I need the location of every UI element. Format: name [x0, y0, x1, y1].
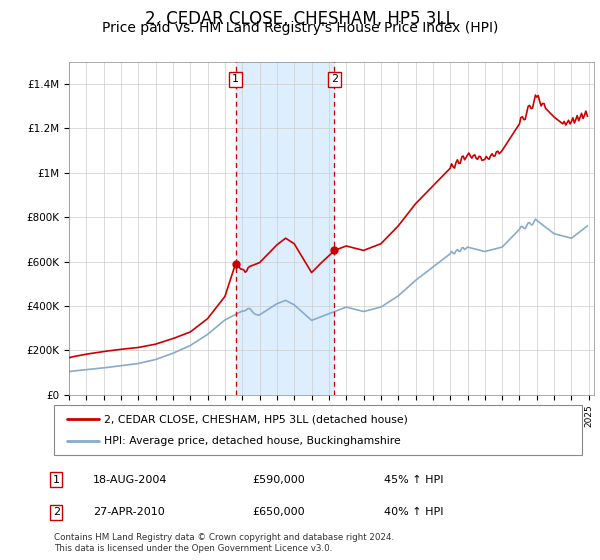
Text: 40% ↑ HPI: 40% ↑ HPI — [384, 507, 443, 517]
Text: Price paid vs. HM Land Registry's House Price Index (HPI): Price paid vs. HM Land Registry's House … — [102, 21, 498, 35]
Text: 2, CEDAR CLOSE, CHESHAM, HP5 3LL: 2, CEDAR CLOSE, CHESHAM, HP5 3LL — [145, 10, 455, 28]
Text: 2: 2 — [53, 507, 60, 517]
Text: Contains HM Land Registry data © Crown copyright and database right 2024.
This d: Contains HM Land Registry data © Crown c… — [54, 533, 394, 553]
Text: 1: 1 — [232, 74, 239, 85]
Text: 27-APR-2010: 27-APR-2010 — [93, 507, 165, 517]
Text: 18-AUG-2004: 18-AUG-2004 — [93, 475, 167, 485]
Text: 2, CEDAR CLOSE, CHESHAM, HP5 3LL (detached house): 2, CEDAR CLOSE, CHESHAM, HP5 3LL (detach… — [104, 414, 408, 424]
Text: £590,000: £590,000 — [252, 475, 305, 485]
Text: HPI: Average price, detached house, Buckinghamshire: HPI: Average price, detached house, Buck… — [104, 436, 401, 446]
Text: 2: 2 — [331, 74, 338, 85]
Text: 1: 1 — [53, 475, 60, 485]
Bar — [236, 62, 334, 395]
Text: £650,000: £650,000 — [252, 507, 305, 517]
Text: 45% ↑ HPI: 45% ↑ HPI — [384, 475, 443, 485]
